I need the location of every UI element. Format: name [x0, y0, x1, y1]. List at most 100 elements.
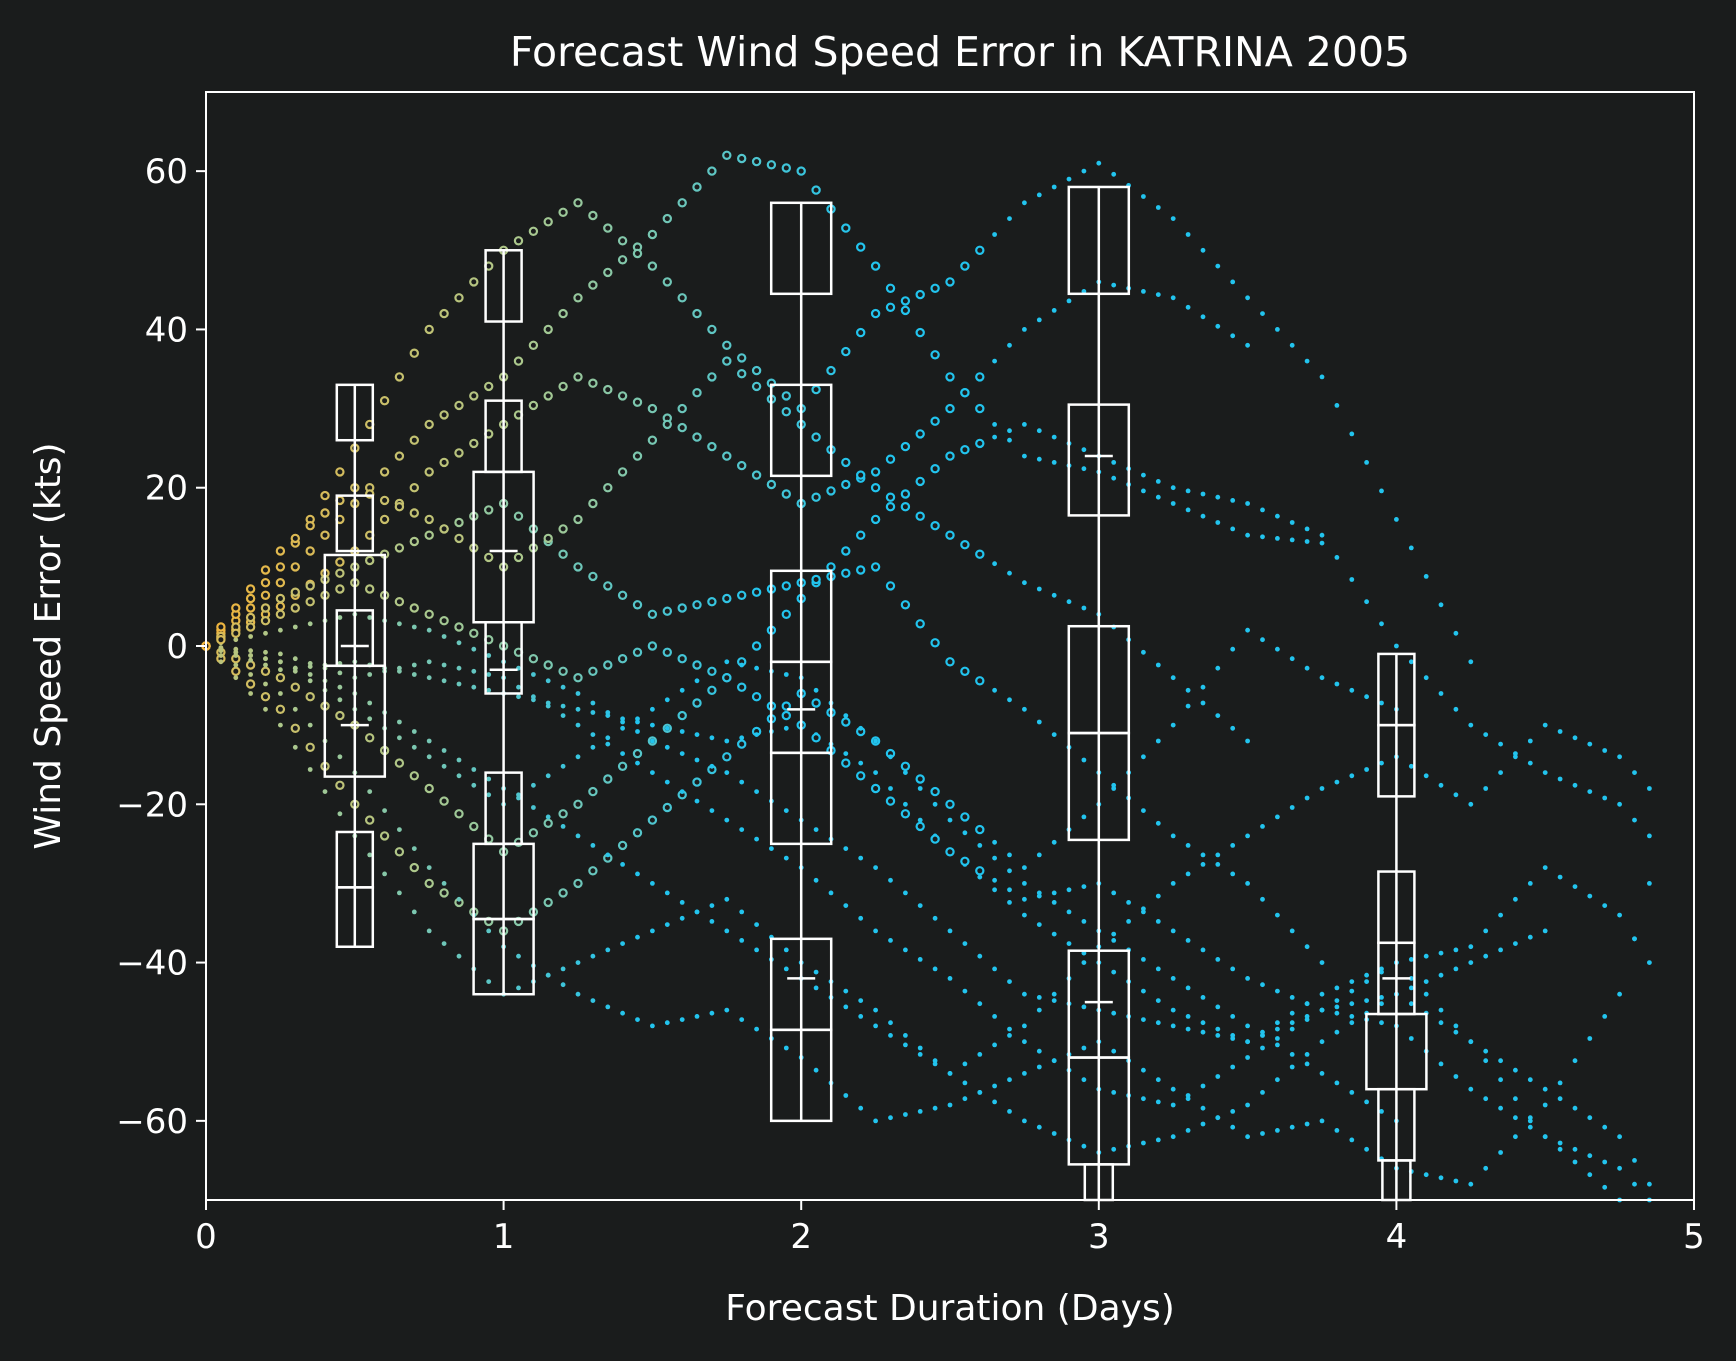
data-point: [858, 855, 864, 861]
data-point: [960, 812, 970, 822]
data-point: [843, 713, 849, 718]
data-point: [1051, 931, 1057, 937]
data-point: [1096, 160, 1102, 166]
data-point: [513, 236, 524, 246]
data-point: [856, 327, 866, 338]
data-point: [1155, 205, 1161, 210]
data-point: [1587, 1172, 1593, 1178]
data-point: [439, 524, 449, 534]
data-point: [707, 166, 717, 176]
data-point: [960, 540, 970, 550]
data-point: [781, 609, 792, 620]
data-point: [1453, 947, 1459, 953]
data-point: [769, 846, 774, 851]
data-point: [992, 434, 997, 440]
data-point: [664, 779, 670, 785]
data-point: [426, 738, 432, 744]
data-point: [1036, 317, 1042, 323]
data-point: [1304, 1017, 1310, 1022]
data-point: [1632, 770, 1637, 775]
data-point: [650, 928, 655, 934]
data-point: [783, 1045, 789, 1051]
data-point: [932, 1061, 938, 1067]
data-point: [1275, 814, 1280, 820]
data-point: [1081, 466, 1087, 472]
data-point: [1468, 1086, 1474, 1092]
data-point: [1438, 1020, 1444, 1026]
data-point: [531, 694, 536, 700]
data-point: [1111, 282, 1117, 288]
data-point: [632, 647, 643, 658]
data-point: [692, 432, 702, 442]
data-point: [1557, 729, 1563, 734]
data-point: [1587, 741, 1593, 747]
data-point: [320, 490, 330, 501]
data-point: [647, 229, 658, 240]
data-point: [469, 391, 479, 401]
data-point: [632, 828, 643, 838]
data-point: [1408, 1001, 1414, 1007]
data-point: [590, 700, 596, 706]
data-point: [1066, 941, 1072, 946]
data-point: [1230, 498, 1236, 503]
box: [484, 249, 523, 323]
data-point: [516, 684, 521, 690]
data-point: [1289, 1026, 1295, 1032]
data-point: [915, 476, 925, 487]
data-point: [739, 735, 745, 741]
data-point: [1319, 1071, 1325, 1076]
data-point: [471, 646, 477, 652]
data-point: [263, 706, 268, 712]
data-point: [1527, 934, 1533, 940]
data-point: [1319, 1007, 1325, 1013]
data-point: [1051, 592, 1057, 598]
data-point: [1185, 232, 1191, 237]
data-point: [560, 703, 566, 709]
data-point: [305, 692, 315, 702]
data-point: [1632, 817, 1637, 823]
data-point: [560, 763, 566, 769]
data-point: [1141, 754, 1146, 760]
data-point: [394, 758, 405, 768]
data-point: [647, 609, 658, 620]
data-point: [917, 903, 923, 908]
data-point: [945, 657, 955, 667]
data-point: [528, 400, 539, 411]
data-point: [992, 561, 997, 567]
data-point: [975, 245, 985, 255]
data-point: [1527, 1077, 1533, 1083]
data-point: [903, 947, 908, 953]
data-point: [471, 684, 477, 690]
data-point: [1260, 982, 1265, 988]
data-point: [248, 657, 254, 663]
data-point: [1379, 488, 1384, 494]
data-point: [888, 877, 893, 883]
data-point: [783, 808, 789, 813]
data-point: [945, 451, 955, 461]
data-point: [245, 612, 256, 623]
data-point: [1007, 570, 1012, 576]
data-point: [1051, 1131, 1057, 1136]
data-point: [1453, 1074, 1459, 1079]
data-point: [1602, 903, 1608, 908]
data-point: [1185, 843, 1191, 848]
data-point: [975, 676, 985, 686]
data-point: [1245, 833, 1250, 839]
data-point: [1542, 770, 1548, 775]
data-point: [1170, 1086, 1176, 1092]
y-tick-label: 40: [145, 310, 188, 350]
data-point: [1542, 1102, 1548, 1108]
data-point: [558, 524, 568, 534]
data-point: [722, 150, 732, 160]
data-point: [635, 934, 640, 940]
data-point: [917, 1045, 923, 1051]
data-point: [1051, 991, 1057, 997]
data-point: [620, 1010, 625, 1016]
data-point: [724, 928, 730, 934]
data-point: [873, 865, 878, 870]
data-point: [1051, 460, 1057, 465]
data-point: [962, 1096, 968, 1102]
data-point: [1468, 944, 1474, 950]
data-point: [1141, 472, 1146, 478]
data-point: [915, 327, 925, 338]
